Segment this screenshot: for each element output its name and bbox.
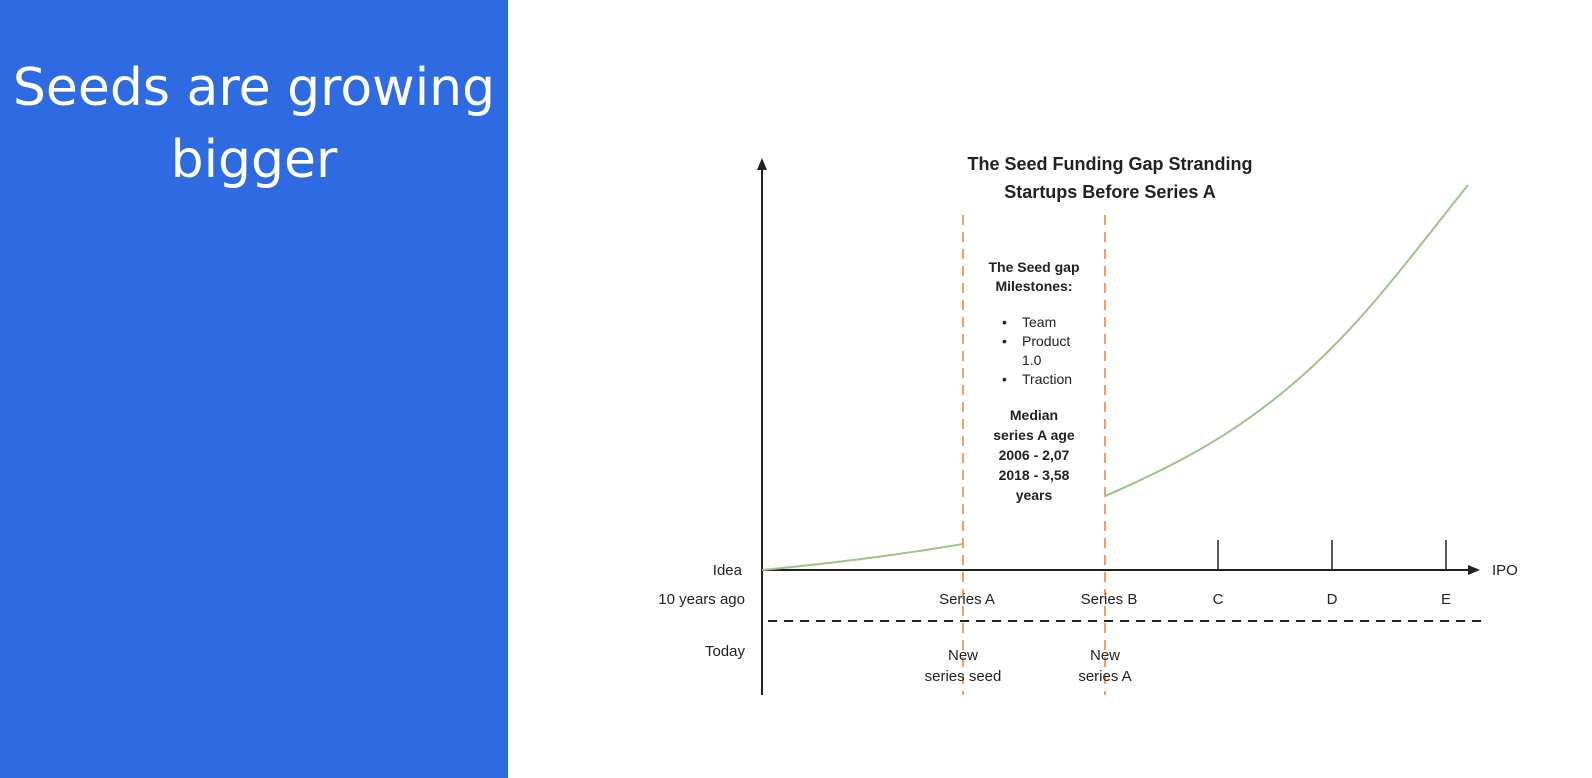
median-line: series A age [993, 427, 1075, 443]
stage-label-c: C [1213, 591, 1224, 608]
stage-label-e: E [1441, 591, 1451, 608]
stage-label-series-b: Series B [1081, 591, 1138, 608]
diagram-title-line-2: Startups Before Series A [1004, 182, 1215, 202]
y-axis-arrow [757, 158, 767, 170]
milestone-item: Traction [1022, 371, 1072, 387]
row-label-today: Today [705, 643, 746, 660]
diagram-title-line-1: The Seed Funding Gap Stranding [967, 154, 1252, 174]
stage-label-d: D [1327, 591, 1338, 608]
today-stage-b-line-1: New [1090, 647, 1120, 664]
milestone-item: Product [1022, 333, 1070, 349]
x-axis-arrow [1468, 565, 1480, 575]
today-stage-a-line-1: New [948, 647, 978, 664]
slide-title: Seeds are growing bigger [0, 52, 508, 196]
seed-funding-diagram: The Seed Funding Gap Stranding Startups … [658, 154, 1518, 695]
median-line: Median [1010, 407, 1058, 423]
milestone-bullet: • [1002, 371, 1007, 387]
milestone-bullet: • [1002, 314, 1007, 330]
milestone-item: 1.0 [1022, 352, 1042, 368]
row-label-10-years-ago: 10 years ago [658, 591, 745, 608]
milestone-bullet: • [1002, 333, 1007, 349]
median-line: 2006 - 2,07 [999, 447, 1070, 463]
today-stage-a-line-2: series seed [925, 668, 1002, 685]
row-label-idea: Idea [713, 562, 743, 579]
title-panel: Seeds are growing bigger [0, 0, 508, 778]
today-stage-b-line-2: series A [1078, 668, 1131, 685]
slide-title-line-1: Seeds are growing [12, 58, 496, 118]
slide-title-line-2: bigger [170, 130, 338, 190]
median-line: 2018 - 3,58 [999, 467, 1070, 483]
gap-heading-line-2: Milestones: [995, 278, 1072, 294]
gap-heading-line-1: The Seed gap [988, 259, 1079, 275]
milestone-item: Team [1022, 314, 1056, 330]
x-end-label-ipo: IPO [1492, 562, 1518, 579]
post-gap-curve [1104, 184, 1469, 497]
stage-label-series-a: Series A [939, 591, 995, 608]
median-line: years [1016, 487, 1053, 503]
pre-gap-curve [761, 543, 964, 571]
